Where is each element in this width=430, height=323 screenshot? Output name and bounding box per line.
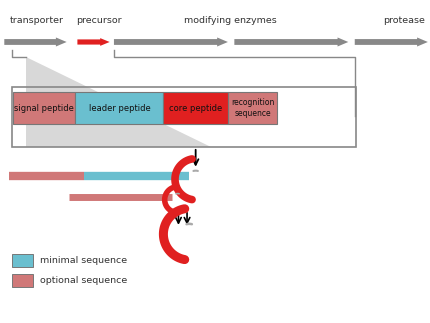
Text: transporter: transporter — [9, 16, 64, 26]
Polygon shape — [26, 57, 211, 147]
Bar — [12, 87, 356, 147]
Text: minimal sequence: minimal sequence — [40, 256, 127, 265]
Polygon shape — [234, 37, 348, 47]
Bar — [228, 92, 277, 124]
Text: optional sequence: optional sequence — [40, 276, 127, 285]
Text: core peptide: core peptide — [169, 104, 222, 113]
Text: modifying enzymes: modifying enzymes — [184, 16, 276, 26]
Text: precursor: precursor — [76, 16, 122, 26]
Polygon shape — [355, 37, 428, 47]
Polygon shape — [4, 37, 67, 47]
Bar — [12, 274, 33, 287]
Text: signal peptide: signal peptide — [14, 104, 74, 113]
Text: leader peptide: leader peptide — [89, 104, 150, 113]
Bar — [13, 92, 75, 124]
Polygon shape — [77, 38, 110, 46]
Text: protease: protease — [383, 16, 425, 26]
Bar — [163, 92, 228, 124]
Bar — [12, 254, 33, 267]
Polygon shape — [114, 37, 228, 47]
Bar — [75, 92, 163, 124]
Text: recognition
sequence: recognition sequence — [231, 98, 274, 118]
